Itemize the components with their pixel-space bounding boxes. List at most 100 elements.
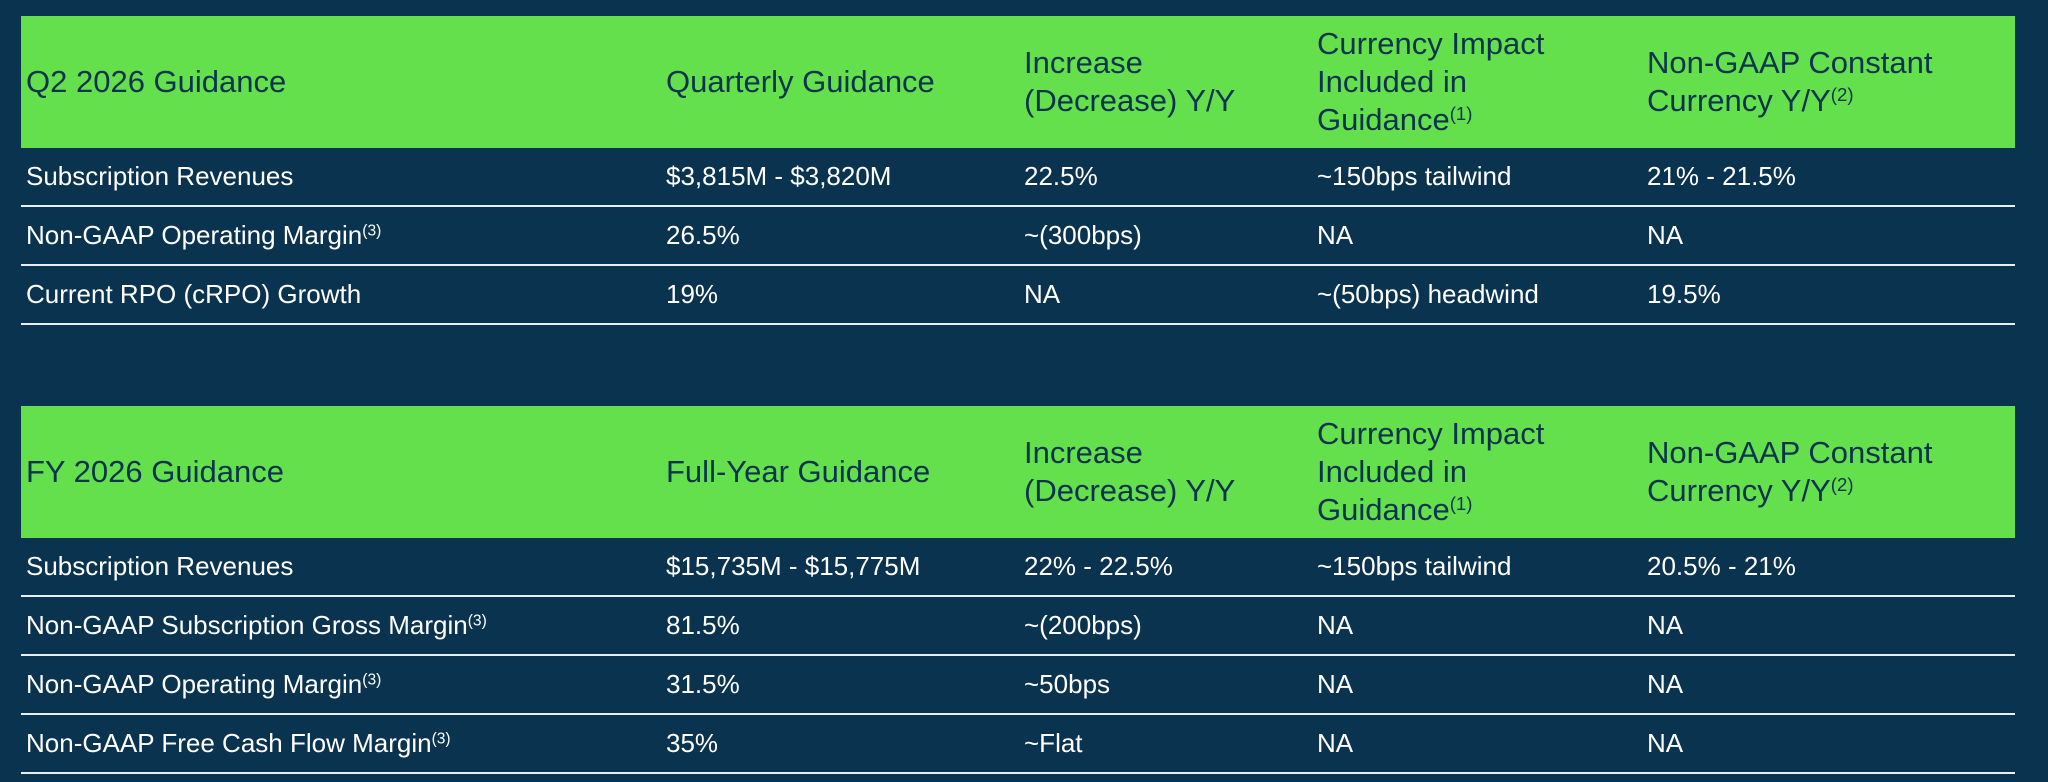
table-cell: $15,735M - $15,775M <box>666 551 921 581</box>
table-cell: NA <box>1317 728 1354 758</box>
table-cell: ~(50bps) headwind <box>1317 279 1539 309</box>
label-text: Non-GAAP Operating Margin(3) <box>26 220 381 251</box>
header-text: (Decrease) Y/Y <box>1024 473 1236 508</box>
header-cell: Quarterly Guidance <box>661 16 1019 148</box>
header-line: Currency Impact <box>1317 25 1642 63</box>
header-row: FY 2026 Guidance Full-Year Guidance Increa… <box>21 406 2015 538</box>
header-line: (Decrease) Y/Y <box>1024 472 1312 510</box>
header-cell: FY 2026 Guidance <box>21 406 661 538</box>
header-cell: Increase (Decrease) Y/Y <box>1019 16 1312 148</box>
table-cell: NA <box>1024 279 1061 309</box>
footnote-ref: (3) <box>362 671 382 689</box>
header-line: Currency Y/Y(2) <box>1647 472 2015 510</box>
label: Non-GAAP Subscription Gross Margin <box>26 610 468 640</box>
label-text: Current RPO (cRPO) Growth <box>26 279 361 310</box>
header-line: Guidance(1) <box>1317 101 1642 139</box>
table-row: Subscription Revenues $15,735M - $15,775M… <box>21 538 2015 597</box>
header-cell: Currency Impact Included in Guidance(1) <box>1312 406 1642 538</box>
header-line: Currency Impact <box>1317 415 1642 453</box>
header-line: Non-GAAP Constant <box>1647 44 2015 82</box>
table-cell: 31.5% <box>666 669 740 699</box>
label: Non-GAAP Free Cash Flow Margin <box>26 728 432 758</box>
table-row: Current RPO (cRPO) Growth 19% NA ~(50bps) h… <box>21 266 2015 325</box>
table-cell: 22.5% <box>1024 161 1098 191</box>
table-cell: NA <box>1647 220 1684 250</box>
table-cell: ~150bps tailwind <box>1317 551 1512 581</box>
header-text: Increase <box>1024 45 1143 80</box>
header-text: FY 2026 Guidance <box>26 454 284 489</box>
table-cell: ~50bps <box>1024 669 1111 699</box>
label-text: Non-GAAP Free Cash Flow Margin(3) <box>26 728 451 759</box>
footnote-ref: (3) <box>431 730 451 748</box>
row-label: Non-GAAP Free Cash Flow Margin(3) <box>21 715 661 772</box>
label: Current RPO (cRPO) Growth <box>26 279 362 309</box>
header-line: Guidance(1) <box>1317 491 1642 529</box>
table-row: Non-GAAP Operating Margin(3) 31.5% ~50bps N… <box>21 656 2015 715</box>
label-text: Non-GAAP Operating Margin(3) <box>26 669 381 700</box>
table-cell: NA <box>1647 728 1684 758</box>
table-cell: NA <box>1317 610 1354 640</box>
header-text: Currency Y/Y <box>1647 83 1831 118</box>
header-text: Currency Impact <box>1317 26 1545 61</box>
table-row: Non-GAAP Operating Margin(3) 26.5% ~(300bp… <box>21 207 2015 266</box>
q2-guidance-table: Q2 2026 Guidance Quarterly Guidance Increa… <box>21 16 2015 325</box>
header-text: Quarterly Guidance <box>666 64 935 99</box>
label-text: Subscription Revenues <box>26 551 293 582</box>
header-line: Increase <box>1024 44 1312 82</box>
table-cell: 21% - 21.5% <box>1647 161 1796 191</box>
header-text: Non-GAAP Constant <box>1647 435 1933 470</box>
footnote-ref: (2) <box>1830 473 1854 495</box>
row-label: Subscription Revenues <box>21 538 661 595</box>
label: Subscription Revenues <box>26 551 294 581</box>
table-cell: ~(200bps) <box>1024 610 1142 640</box>
table-cell: 20.5% - 21% <box>1647 551 1796 581</box>
header-row: Q2 2026 Guidance Quarterly Guidance Increa… <box>21 16 2015 148</box>
footnote-ref: (1) <box>1449 102 1473 124</box>
row-label: Non-GAAP Subscription Gross Margin(3) <box>21 597 661 654</box>
header-text: (Decrease) Y/Y <box>1024 83 1236 118</box>
table-cell: 81.5% <box>666 610 740 640</box>
footnote-ref: (3) <box>467 612 487 630</box>
header-line: FY 2026 Guidance <box>26 453 661 491</box>
table-cell: 35% <box>666 728 719 758</box>
footnote-ref: (3) <box>362 222 382 240</box>
header-text: Currency Impact <box>1317 416 1545 451</box>
header-text: Included in <box>1317 454 1467 489</box>
table-row: Subscription Revenues $3,815M - $3,820M 22… <box>21 148 2015 207</box>
table-row: Non-GAAP Free Cash Flow Margin(3) 35% ~Fla… <box>21 715 2015 774</box>
header-line: Increase <box>1024 434 1312 472</box>
label: Non-GAAP Operating Margin <box>26 669 363 699</box>
header-cell: Full-Year Guidance <box>661 406 1019 538</box>
header-cell: Non-GAAP Constant Currency Y/Y(2) <box>1642 16 2015 148</box>
row-label: Non-GAAP Operating Margin(3) <box>21 207 661 264</box>
header-line: Included in <box>1317 453 1642 491</box>
table-cell: ~150bps tailwind <box>1317 161 1512 191</box>
header-text: Q2 2026 Guidance <box>26 64 287 99</box>
table-cell: 26.5% <box>666 220 740 250</box>
header-line: Full-Year Guidance <box>666 453 1019 491</box>
label-text: Subscription Revenues <box>26 161 293 192</box>
table-cell: NA <box>1317 220 1354 250</box>
header-text: Full-Year Guidance <box>666 454 931 489</box>
header-line: Currency Y/Y(2) <box>1647 82 2015 120</box>
table-cell: 19% <box>666 279 719 309</box>
table-cell: $3,815M - $3,820M <box>666 161 892 191</box>
header-text: Currency Y/Y <box>1647 473 1831 508</box>
label-text: Non-GAAP Subscription Gross Margin(3) <box>26 610 487 641</box>
row-label: Non-GAAP Operating Margin(3) <box>21 656 661 713</box>
footnote-ref: (2) <box>1830 83 1854 105</box>
header-cell: Non-GAAP Constant Currency Y/Y(2) <box>1642 406 2015 538</box>
header-text: Increase <box>1024 435 1143 470</box>
header-cell: Increase (Decrease) Y/Y <box>1019 406 1312 538</box>
row-label: Current RPO (cRPO) Growth <box>21 266 661 323</box>
table-cell: NA <box>1647 669 1684 699</box>
table-cell: NA <box>1317 669 1354 699</box>
table-cell: NA <box>1647 610 1684 640</box>
header-line: (Decrease) Y/Y <box>1024 82 1312 120</box>
header-text: Guidance <box>1317 102 1450 137</box>
row-label: Subscription Revenues <box>21 148 661 205</box>
table-cell: ~Flat <box>1024 728 1083 758</box>
header-line: Non-GAAP Constant <box>1647 434 2015 472</box>
header-text: Non-GAAP Constant <box>1647 45 1933 80</box>
